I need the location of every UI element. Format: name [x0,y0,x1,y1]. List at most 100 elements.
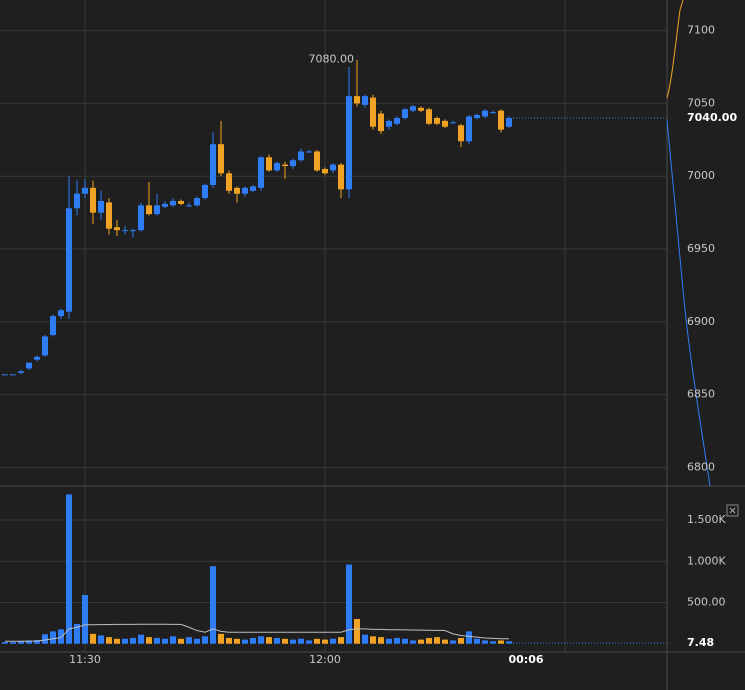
candle-body [122,230,128,232]
candle-body [234,187,240,194]
candle-body [442,120,448,127]
volume-bar [266,637,272,644]
volume-bar [450,640,456,644]
volume-bar [42,634,48,644]
volume-bar [210,566,216,644]
volume-bar [338,637,344,644]
candle-body [378,113,384,132]
candle-body [178,200,184,204]
candle-body [162,203,168,207]
candle-body [114,227,120,231]
volume-bar [218,633,224,644]
volume-bar [282,638,288,644]
y-tick-label: 6850 [687,388,715,401]
volume-bar [226,637,232,644]
candle-body [10,374,16,376]
volume-bar [34,640,40,644]
volume-bar [114,638,120,644]
y-tick-label: 7050 [687,96,715,109]
volume-bar [506,641,512,644]
volume-bar [490,641,496,644]
candle-body [418,107,424,111]
volume-bar [482,640,488,644]
candle-body [490,112,496,114]
candle-body [338,164,344,190]
last-volume-label: 7.48 [687,636,714,649]
volume-bar [186,637,192,644]
volume-bar [466,631,472,644]
candle-body [194,198,200,206]
volume-bar [458,637,464,644]
candle-body [74,193,80,209]
depth-ask [666,0,684,99]
candle-body [282,164,288,167]
candle-body [410,106,416,111]
volume-bar [106,637,112,644]
volume-bar [162,638,168,644]
candle-body [226,173,232,191]
candle-body [106,202,112,229]
x-tick-label: 12:00 [309,653,341,666]
volume-bar [370,636,376,644]
volume-bar [74,623,80,644]
volume-bar [362,634,368,644]
countdown: 00:06 [508,653,543,666]
depth-bid [666,119,711,487]
volume-bar [98,635,104,644]
y-tick-label: 6950 [687,242,715,255]
candle-body [474,115,480,118]
volume-bar [178,638,184,644]
candle-body [42,336,48,356]
volume-bar [234,638,240,644]
candle-body [394,117,400,124]
y-tick-label: 1.500K [687,513,726,526]
candle-body [386,120,392,127]
volume-bar [122,638,128,644]
candle-body [26,362,32,369]
candle-body [138,205,144,231]
candle-body [482,110,488,117]
volume-bar [202,636,208,644]
volume-bar [290,639,296,644]
candle-body [218,144,224,174]
y-tick-label: 7100 [687,24,715,37]
volume-bar [250,637,256,644]
volume-bar [138,634,144,644]
candle-body [346,96,352,190]
volume-bar [146,637,152,644]
candle-body [58,310,64,317]
candle-body [258,157,264,188]
max-label: 7080.00 [309,53,355,66]
y-tick-label: 1.000K [687,554,726,567]
candle-body [146,205,152,215]
volume-bar [154,637,160,644]
candle-body [170,200,176,206]
volume-bar [474,638,480,644]
volume-bar [410,640,416,644]
candle-body [266,157,272,171]
candle-body [210,144,216,185]
candle-body [186,205,192,207]
candle-body [498,110,504,130]
candle-body [130,230,136,232]
volume-bar [354,619,360,644]
candle-body [402,109,408,118]
volume-bar [242,639,248,644]
volume-bar [298,638,304,644]
candle-body [90,187,96,213]
last-price-label: 7040.00 [687,111,737,124]
volume-bar [82,595,88,644]
candle-body [290,160,296,167]
candle-body [450,122,456,124]
candle-body [506,117,512,127]
candle-body [98,200,104,213]
y-tick-label: 6800 [687,461,715,474]
candle-body [34,356,40,360]
close-button[interactable] [726,504,739,517]
x-tick-label: 11:30 [69,653,101,666]
candle-body [82,187,88,194]
candle-body [242,187,248,194]
volume-bar [170,636,176,644]
volume-bar [26,640,32,644]
